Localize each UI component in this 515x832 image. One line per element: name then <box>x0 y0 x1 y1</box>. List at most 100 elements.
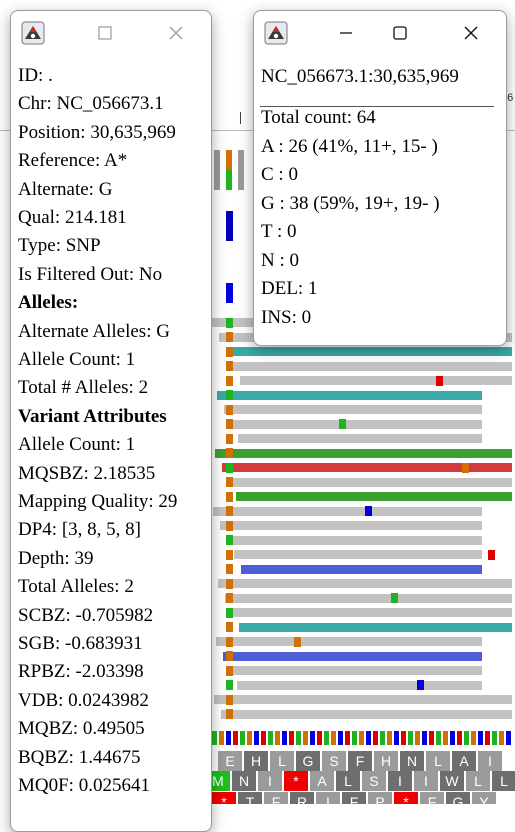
mismatch-base <box>226 419 233 429</box>
coverage-popup-window[interactable]: NC_056673.1:30,635,969 Total count: 64 A … <box>253 10 507 346</box>
aligned-read[interactable] <box>213 506 482 516</box>
mismatch-base <box>436 375 443 386</box>
maximize-button[interactable] <box>93 21 117 45</box>
mismatch-base <box>339 419 346 429</box>
igv-app-icon <box>21 21 45 45</box>
amino-acid: R <box>290 792 314 804</box>
variant-attribute: BQBZ: 1.44675 <box>18 746 141 768</box>
reference-base <box>226 731 231 745</box>
amino-acid: M <box>206 771 230 791</box>
reference-base <box>436 731 441 745</box>
mismatch-base <box>226 622 233 632</box>
amino-acid: F <box>348 751 372 771</box>
translation-frame-2: M N I * A L S I I W L L <box>206 771 515 791</box>
variant-attribute: SGB: -0.683931 <box>18 633 143 654</box>
aligned-read[interactable] <box>240 376 512 385</box>
mismatch-base <box>226 549 233 560</box>
reference-base <box>422 731 427 745</box>
amino-acid: W <box>440 771 464 791</box>
mismatch-base <box>417 680 424 690</box>
mismatch-base <box>226 636 233 647</box>
variant-call[interactable] <box>226 283 233 303</box>
minimize-button[interactable] <box>334 21 358 45</box>
aligned-read[interactable] <box>232 608 512 617</box>
aligned-read[interactable] <box>220 521 482 530</box>
mismatch-base <box>294 636 301 647</box>
aligned-read[interactable] <box>238 434 482 443</box>
aligned-read[interactable] <box>221 709 512 719</box>
amino-acid: S <box>322 751 346 771</box>
variant-attribute: Mapping Quality: 29 <box>18 491 178 512</box>
variant-attribute: Type: SNP <box>18 235 101 257</box>
variant-attribute: MQBZ: 0.49505 <box>18 718 145 740</box>
mismatch-base <box>226 390 233 400</box>
variant-call[interactable] <box>226 211 233 241</box>
reference-base <box>240 731 245 745</box>
section-heading: Variant Attributes <box>18 405 167 427</box>
minimize-icon <box>340 32 352 34</box>
aligned-read[interactable] <box>231 419 482 429</box>
amino-acid: L <box>336 771 360 791</box>
mismatch-base <box>226 709 233 719</box>
reference-base <box>219 731 224 745</box>
aligned-read[interactable] <box>233 361 512 371</box>
variant-attribute: Qual: 214.181 <box>18 207 127 228</box>
reference-base <box>331 731 336 745</box>
reference-base <box>345 731 350 745</box>
aligned-read[interactable] <box>215 448 512 458</box>
aligned-read[interactable] <box>236 492 512 501</box>
reference-base <box>380 731 385 745</box>
amino-acid: I <box>388 771 412 791</box>
aligned-read[interactable] <box>234 550 482 559</box>
divider <box>260 106 494 107</box>
mismatch-base <box>226 578 233 589</box>
aligned-read[interactable] <box>229 477 512 487</box>
translation-frame-3: * T F R I F P * F G Y <box>212 792 515 804</box>
reference-base <box>303 731 308 745</box>
title-bar[interactable] <box>254 11 506 55</box>
mismatch-base <box>226 535 233 545</box>
amino-acid: L <box>426 751 450 771</box>
aligned-read[interactable] <box>241 564 482 574</box>
reference-base <box>317 731 322 745</box>
coverage-count: G : 38 (59%, 19+, 19- ) <box>261 192 440 214</box>
variant-attribute: Alternate Alleles: G <box>18 320 170 342</box>
aligned-read[interactable] <box>239 622 512 632</box>
aligned-read[interactable] <box>225 593 512 603</box>
aligned-read[interactable] <box>223 651 482 661</box>
reference-sequence <box>212 731 515 747</box>
aligned-read[interactable] <box>227 535 482 545</box>
coverage-bar-variant <box>226 170 232 190</box>
aligned-read[interactable] <box>230 666 482 675</box>
variant-popup-window[interactable]: ID: . Chr: NC_056673.1 Position: 30,635,96… <box>10 10 212 832</box>
aligned-read[interactable] <box>222 463 512 472</box>
variant-attribute: DP4: [3, 8, 5, 8] <box>18 519 141 541</box>
aligned-read[interactable] <box>226 347 512 356</box>
close-button[interactable] <box>459 21 483 45</box>
maximize-button[interactable] <box>388 21 412 45</box>
reference-base <box>338 731 343 745</box>
reference-base <box>485 731 490 745</box>
mismatch-base <box>226 593 233 603</box>
aligned-read[interactable] <box>214 695 512 704</box>
reference-base <box>394 731 399 745</box>
aligned-read[interactable] <box>218 579 512 588</box>
reads-track[interactable] <box>212 317 515 730</box>
close-button[interactable] <box>164 21 188 45</box>
mismatch-base <box>226 361 233 371</box>
reference-base <box>464 731 469 745</box>
title-bar[interactable] <box>11 11 211 55</box>
reference-base <box>310 731 315 745</box>
reference-base <box>457 731 462 745</box>
variant-attribute: Total Alleles: 2 <box>18 576 134 598</box>
aligned-read[interactable] <box>237 680 482 690</box>
aligned-read[interactable] <box>217 390 482 400</box>
aligned-read[interactable] <box>224 405 482 414</box>
coverage-count: T : 0 <box>261 221 297 242</box>
igv-app-icon <box>264 21 288 45</box>
aligned-read[interactable] <box>216 637 482 646</box>
mismatch-base <box>226 680 233 690</box>
amino-acid: L <box>466 771 490 791</box>
coverage-track[interactable] <box>212 150 515 190</box>
mismatch-base <box>226 694 233 705</box>
